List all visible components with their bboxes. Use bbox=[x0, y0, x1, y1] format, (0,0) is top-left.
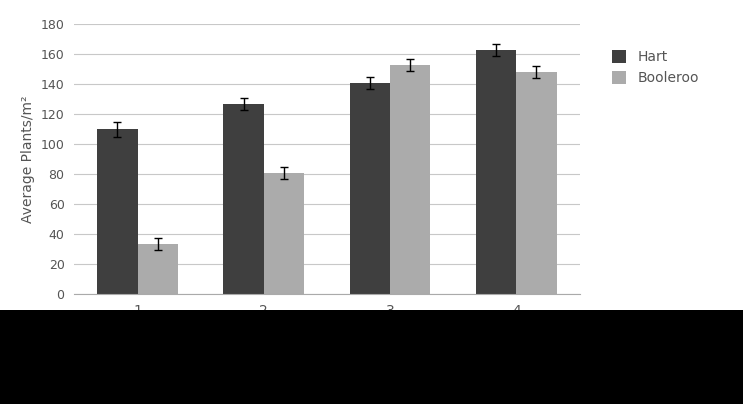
Y-axis label: Average Plants/m²: Average Plants/m² bbox=[21, 95, 35, 223]
Legend: Hart, Booleroo: Hart, Booleroo bbox=[607, 45, 704, 91]
Bar bbox=[390, 65, 430, 294]
Bar bbox=[224, 103, 264, 294]
Bar bbox=[137, 244, 178, 294]
Bar bbox=[516, 72, 557, 294]
Bar bbox=[97, 129, 137, 294]
Bar bbox=[350, 83, 390, 294]
X-axis label: Time of Sowing: Time of Sowing bbox=[273, 323, 380, 337]
Bar bbox=[476, 50, 516, 294]
Bar bbox=[264, 173, 304, 294]
